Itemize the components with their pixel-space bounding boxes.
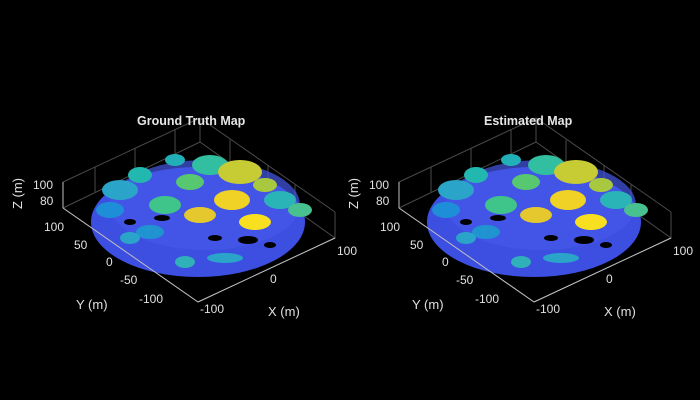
y-tick: -50 xyxy=(120,273,138,287)
y-tick: -50 xyxy=(456,273,474,287)
y-axis-line xyxy=(62,207,199,303)
y-tick: 100 xyxy=(44,220,65,234)
z-tick: 80 xyxy=(376,194,390,208)
z-axis-label: Z (m) xyxy=(346,177,362,210)
x-tick: 100 xyxy=(673,244,694,258)
x-axis-label: X (m) xyxy=(604,304,636,319)
y-tick: 50 xyxy=(410,238,424,252)
x-tick: 100 xyxy=(337,244,358,258)
x-tick: -100 xyxy=(200,302,225,316)
y-axis-label: Y (m) xyxy=(76,297,108,312)
x-axis-label: X (m) xyxy=(268,304,300,319)
y-tick: 100 xyxy=(380,220,401,234)
y-tick: 0 xyxy=(442,255,449,269)
x-axis-line xyxy=(197,237,336,303)
y-tick: -100 xyxy=(475,292,500,306)
y-tick: 50 xyxy=(74,238,88,252)
x-tick: -100 xyxy=(536,302,561,316)
y-tick: -100 xyxy=(139,292,164,306)
z-tick: 100 xyxy=(33,178,54,192)
plot-title: Ground Truth Map xyxy=(137,114,246,128)
ground-truth-panel: Ground Truth Map 100 80 Z (m) 100 50 0 -… xyxy=(0,0,357,400)
estimated-panel: Estimated Map 100 80 Z (m) 100 50 0 -50 … xyxy=(336,0,693,400)
x-tick: 0 xyxy=(270,272,277,286)
y-axis-line xyxy=(398,207,535,303)
z-tick: 100 xyxy=(369,178,390,192)
plot-title: Estimated Map xyxy=(484,114,573,128)
x-axis-line xyxy=(533,237,672,303)
x-tick: 0 xyxy=(606,272,613,286)
z-tick: 80 xyxy=(40,194,54,208)
estimated-plot[interactable] xyxy=(336,0,686,400)
y-tick: 0 xyxy=(106,255,113,269)
z-axis-label: Z (m) xyxy=(10,177,26,210)
y-axis-label: Y (m) xyxy=(412,297,444,312)
ground-truth-plot[interactable] xyxy=(0,0,350,400)
